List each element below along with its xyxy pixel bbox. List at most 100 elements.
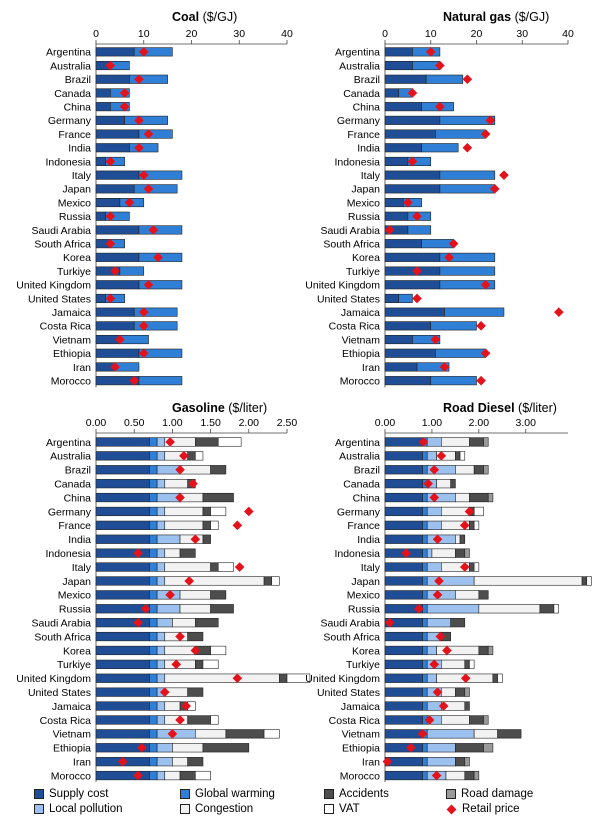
chart-natural-gas-category-label: United Kingdom <box>305 280 380 292</box>
chart-gasoline-bar-local-pollution <box>156 659 166 669</box>
chart-natural-gas-bar-global-warming <box>430 376 477 386</box>
chart-coal-category-label: United Kingdom <box>16 280 91 292</box>
chart-gasoline-bar-accidents <box>202 534 211 544</box>
chart-road-diesel-retail-price-marker <box>429 659 440 670</box>
chart-gasoline-category-label: Saudi Arabia <box>31 617 91 629</box>
chart-natural-gas-category-label: Vietnam <box>342 334 381 346</box>
chart-gasoline-bar-accidents <box>210 590 227 600</box>
chart-gasoline-retail-price-marker <box>243 506 254 517</box>
chart-gasoline-bar-local-pollution <box>156 757 173 767</box>
chart-road-diesel-bar-supply-cost <box>384 451 423 461</box>
chart-coal-retail-price-marker <box>148 225 159 235</box>
chart-road-diesel-bar-vat <box>469 659 475 669</box>
chart-gasoline-bar-global-warming <box>149 604 158 614</box>
chart-natural-gas-bar-global-warming <box>439 252 496 262</box>
chart-gasoline-tick-label: 1.00 <box>162 417 183 429</box>
chart-road-diesel-bar-global-warming <box>422 590 428 600</box>
chart-road-diesel-retail-price-marker <box>459 520 470 531</box>
chart-natural-gas-category-label: United States <box>317 293 380 305</box>
chart-gasoline-tick-label: 0.50 <box>124 417 145 429</box>
chart-road-diesel-bar-congestion <box>441 437 470 447</box>
chart-gasoline-bar-vat <box>210 506 227 517</box>
chart-natural-gas-bar-supply-cost <box>384 184 441 194</box>
chart-natural-gas-bar-supply-cost <box>384 307 445 317</box>
chart-coal-retail-price-marker <box>105 293 116 304</box>
chart-road-diesel-bar-global-warming <box>422 520 428 530</box>
chart-coal-category-label: Jamaica <box>52 307 91 319</box>
legend-swatch-local-pollution <box>34 804 44 814</box>
chart-gasoline-bar-global-warming <box>149 701 158 711</box>
chart-coal-category-label: Vietnam <box>53 334 92 346</box>
legend-item-local-pollution: Local pollution <box>34 803 123 815</box>
chart-coal-tick-label: 10 <box>138 28 150 40</box>
chart-gasoline-retail-price-marker <box>165 590 175 600</box>
chart-coal-bar-supply-cost <box>95 211 106 221</box>
chart-road-diesel-bar-supply-cost <box>384 770 423 781</box>
chart-gasoline-category-label: Russia <box>59 604 91 616</box>
chart-gasoline-bar-local-pollution <box>156 437 166 447</box>
chart-gasoline-bar-global-warming <box>149 757 158 767</box>
chart-road-diesel-bar-global-warming <box>422 701 428 711</box>
chart-gasoline-bar-global-warming <box>149 437 158 447</box>
chart-gasoline-bar-vat <box>271 576 280 586</box>
chart-gasoline-retail-price-marker <box>232 520 243 531</box>
chart-gasoline-category-label: Australia <box>50 451 91 463</box>
chart-coal-bar-supply-cost <box>95 348 140 358</box>
chart-natural-gas-retail-price-marker <box>476 321 486 331</box>
chart-gasoline-bar-supply-cost <box>95 687 150 697</box>
chart-coal-retail-price-marker <box>129 375 140 386</box>
chart-road-diesel-category-label: France <box>347 520 380 532</box>
chart-road-diesel-bar-local-pollution <box>426 548 433 558</box>
chart-road-diesel-bar-road-damage <box>473 770 480 781</box>
chart-gasoline-bar-local-pollution <box>156 743 173 753</box>
chart-road-diesel-bar-supply-cost <box>384 701 423 711</box>
chart-gasoline-category-label: Indonesia <box>45 548 91 560</box>
chart-road-diesel-bar-local-pollution <box>426 645 437 656</box>
chart-gasoline-retail-price-marker <box>140 603 151 614</box>
chart-road-diesel-category-label: Jamaica <box>341 701 380 713</box>
chart-road-diesel-category-label: United States <box>317 687 380 699</box>
chart-coal-tick-label: 30 <box>233 28 245 40</box>
chart-gasoline-retail-price-marker <box>175 464 185 475</box>
chart-gasoline-bar-local-pollution <box>156 506 166 517</box>
chart-road-diesel-retail-price-marker <box>431 770 442 781</box>
chart-natural-gas-category-label: Ethiopia <box>342 348 380 360</box>
chart-natural-gas-bar-global-warming <box>439 170 496 180</box>
chart-coal-bar-supply-cost <box>95 307 135 317</box>
chart-gasoline-retail-price-marker <box>190 534 201 545</box>
legend-item-vat: VAT <box>324 803 360 815</box>
chart-gasoline-tick-label: 1.50 <box>200 417 221 429</box>
chart-road-diesel-retail-price-marker <box>460 673 471 684</box>
chart-coal-bar-global-warming <box>138 376 183 386</box>
chart-gasoline-bar-congestion <box>164 770 181 781</box>
chart-road-diesel-category-label: Costa Rica <box>329 715 381 727</box>
chart-road-diesel-bar-local-pollution <box>426 618 451 628</box>
chart-coal-category-label: Ethiopia <box>53 348 91 360</box>
legend-item-road-damage: Road damage <box>446 788 533 800</box>
chart-coal-bar-supply-cost <box>95 47 135 57</box>
chart-natural-gas-bar-supply-cost <box>384 102 422 112</box>
chart-gasoline-retail-price-marker <box>133 770 143 781</box>
chart-coal-retail-price-marker <box>119 88 130 98</box>
chart-coal-bar-supply-cost <box>95 74 130 84</box>
chart-gasoline-bar-congestion <box>164 673 280 683</box>
chart-road-diesel-category-label: Mexico <box>347 590 380 602</box>
chart-road-diesel-category-label: Turkiye <box>346 659 380 671</box>
chart-gasoline-bar-congestion <box>164 548 181 558</box>
legend-label-accidents: Accidents <box>339 788 389 800</box>
chart-natural-gas-retail-price-marker <box>554 307 564 317</box>
chart-coal-bar-global-warming <box>133 47 173 57</box>
chart-gasoline-retail-price-marker <box>175 631 185 642</box>
chart-gasoline-retail-price-marker <box>167 729 178 739</box>
chart-gasoline-category-label: Vietnam <box>53 729 92 741</box>
chart-natural-gas-bar-supply-cost <box>384 115 441 125</box>
chart-natural-gas-title-unit: ($/GJ) <box>511 10 549 24</box>
chart-coal-bar-supply-cost <box>95 225 140 235</box>
chart-road-diesel-category-label: Korea <box>352 645 380 657</box>
chart-gasoline-bar-accidents <box>202 506 211 517</box>
chart-gasoline-bar-global-warming <box>149 618 158 628</box>
chart-coal-bar-supply-cost <box>95 102 111 112</box>
chart-coal-bar-supply-cost <box>95 293 106 303</box>
chart-gasoline-bar-global-warming <box>149 743 158 753</box>
chart-gasoline-bar-supply-cost <box>95 659 150 669</box>
